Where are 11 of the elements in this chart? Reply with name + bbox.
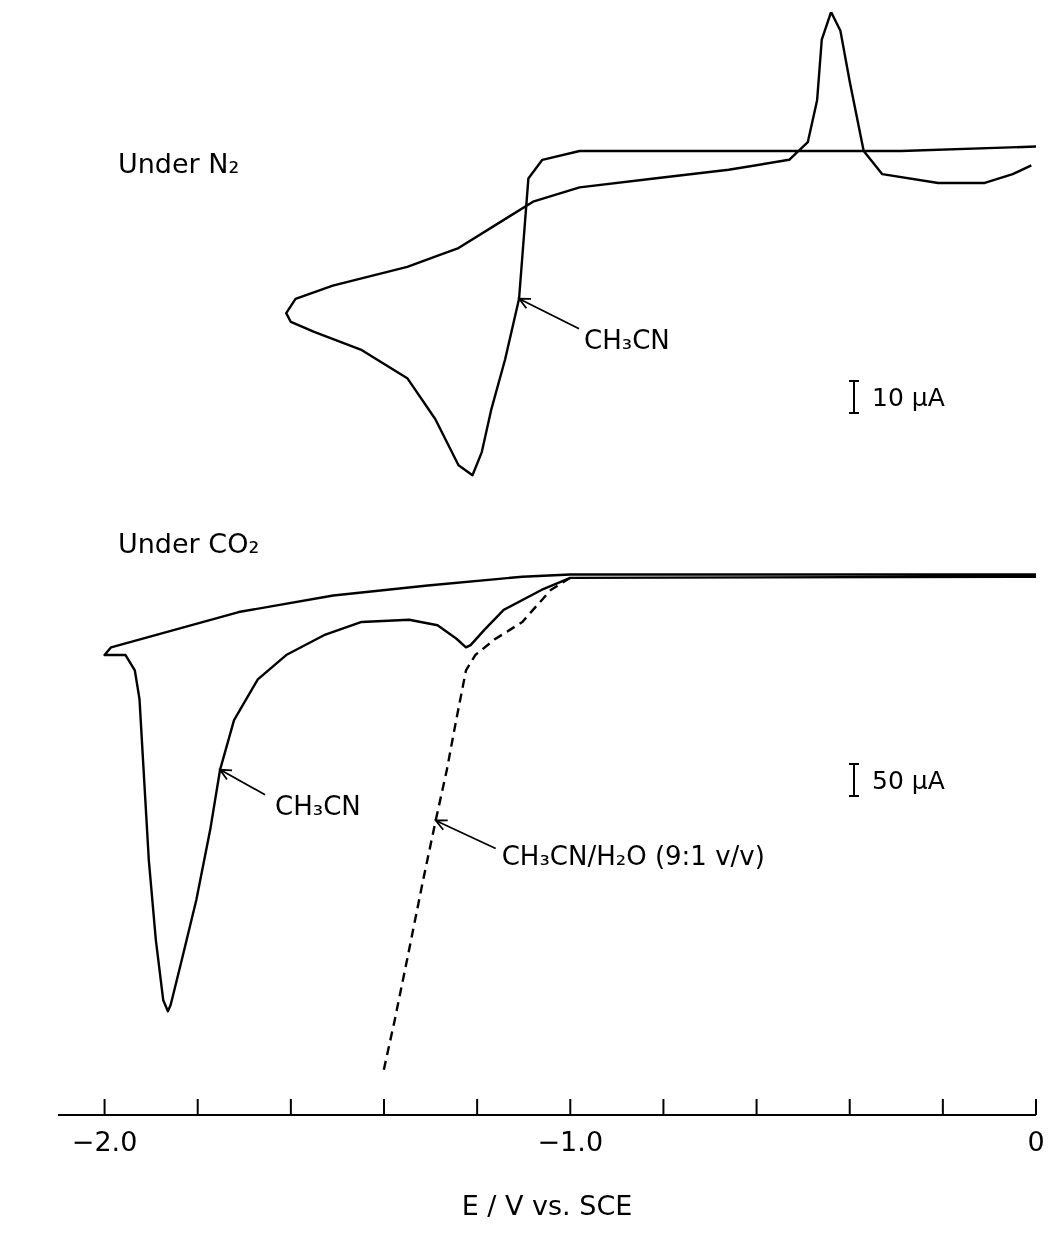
annotation: Under CO₂ [118, 528, 260, 559]
text: CH₃CN [275, 790, 361, 821]
x-axis-title: E / V vs. SCE [461, 1190, 633, 1221]
annotation: 50 μA [872, 765, 945, 795]
annotation: 10 μA [872, 382, 945, 412]
x-tick-label: −1.0 [537, 1126, 604, 1157]
x-tick-label: 0 [1027, 1126, 1045, 1157]
text: CH₃CN [584, 324, 670, 355]
annotation: Under N₂ [118, 148, 240, 179]
x-tick-label: −2.0 [71, 1126, 138, 1157]
text: CH₃CN/H₂O (9:1 v/v) [501, 841, 765, 872]
